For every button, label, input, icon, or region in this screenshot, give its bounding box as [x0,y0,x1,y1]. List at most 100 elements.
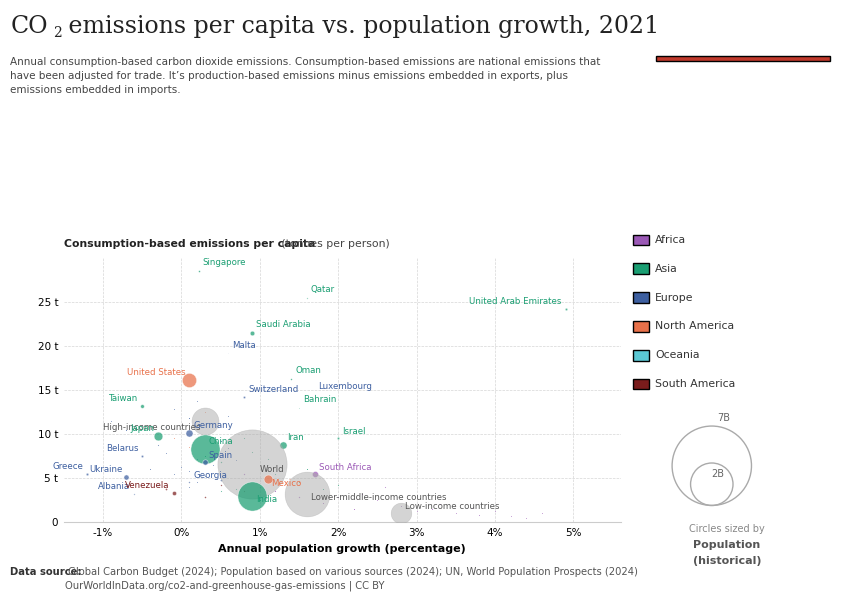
Point [183,376,196,385]
Text: Population: Population [693,540,761,550]
Point [151,440,165,449]
Point [198,457,212,467]
Point [104,416,117,425]
Point [183,413,196,423]
Text: Ukraine: Ukraine [89,466,122,475]
Point [378,482,392,491]
Text: Taiwan: Taiwan [109,394,139,403]
Point [300,489,314,499]
Point [269,487,282,496]
Point [245,459,258,469]
Point [332,480,345,490]
Point [245,447,258,457]
Point [143,464,156,474]
Point [183,478,196,487]
Point [261,454,275,463]
Point [151,431,165,440]
Point [151,480,165,490]
X-axis label: Annual population growth (percentage): Annual population growth (percentage) [218,545,466,554]
Text: Israel: Israel [342,427,366,436]
Point [135,451,149,461]
Text: North America: North America [655,322,734,331]
Point [206,460,219,470]
Point [198,444,212,454]
Text: High-income countries: High-income countries [104,423,201,432]
Point [167,469,180,478]
Text: Luxembourg: Luxembourg [319,382,372,391]
Point [214,480,228,490]
Point [371,495,384,505]
Point [394,508,408,518]
Point [558,304,572,314]
Text: Albania: Albania [99,482,130,491]
Point [292,478,306,487]
Text: (historical): (historical) [693,556,761,566]
Point [292,493,306,502]
Text: Low-income countries: Low-income countries [405,502,499,511]
Point [536,508,549,518]
Point [81,469,94,478]
Point [488,506,502,515]
Point [355,489,369,499]
Point [315,484,329,493]
Point [135,401,149,410]
Point [198,493,212,502]
Text: Singapore: Singapore [202,258,246,267]
Point [276,440,290,449]
Text: South America: South America [655,379,735,389]
Point [128,489,141,499]
Point [410,506,423,516]
Point [519,513,533,523]
Point [159,449,173,458]
Point [120,425,133,434]
Point [237,434,251,443]
Text: Bahrain: Bahrain [303,395,337,404]
Point [159,422,173,432]
Point [214,475,228,485]
Text: Oman: Oman [295,366,321,375]
Point [253,482,267,491]
Text: Mexico: Mexico [271,479,302,488]
Text: Qatar: Qatar [311,285,335,294]
Point [190,454,204,463]
Point [332,434,345,443]
Point [308,470,321,479]
Point [245,491,258,501]
Point [183,442,196,452]
Text: China: China [209,437,234,446]
Point [465,503,479,513]
Point [332,493,345,502]
Point [315,498,329,508]
Text: 7B: 7B [717,413,730,424]
Point [198,451,212,461]
Point [230,455,243,465]
Point [198,472,212,481]
Point [198,416,212,425]
Text: emissions per capita vs. population growth, 2021: emissions per capita vs. population grow… [61,15,660,38]
Text: 2: 2 [53,26,61,40]
Point [394,502,408,511]
Point [237,487,251,496]
Point [222,348,235,358]
Point [222,443,235,453]
Point [183,482,196,491]
Text: Global Carbon Budget (2024); Population based on various sources (2024); UN, Wor: Global Carbon Budget (2024); Population … [65,567,638,590]
Point [174,463,188,472]
Point [214,457,228,467]
Point [167,488,180,498]
Point [292,403,306,412]
Point [300,293,314,302]
Text: Belarus: Belarus [105,445,139,454]
Text: Georgia: Georgia [193,471,227,480]
Text: Annual consumption-based carbon dioxide emissions. Consumption-based emissions a: Annual consumption-based carbon dioxide … [10,57,601,95]
Text: Our World: Our World [708,18,779,31]
Text: South Africa: South Africa [319,463,371,472]
Point [449,508,462,518]
Text: Japan: Japan [130,424,154,433]
Text: Germany: Germany [193,421,233,430]
Point [159,484,173,493]
Text: India: India [256,496,277,505]
Text: Europe: Europe [655,293,694,302]
Point [230,484,243,493]
Point [347,504,360,514]
